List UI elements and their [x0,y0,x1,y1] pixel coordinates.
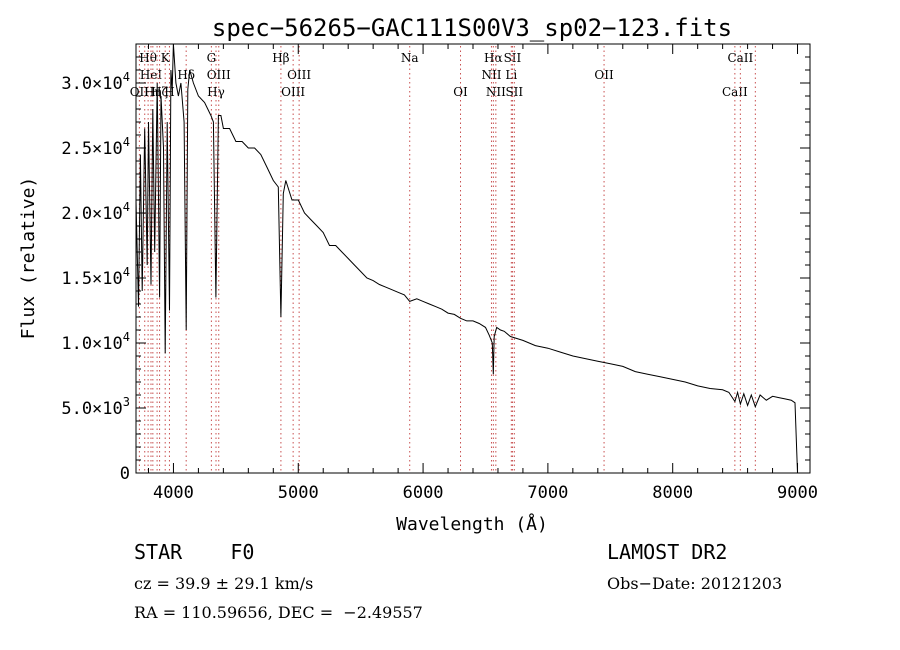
survey-label: LAMOST DR2 [607,540,728,564]
spectral-line-label: NII [486,85,506,99]
spectral-line-label: NII [481,68,501,82]
y-axis: 0 5.0×103 1.0×104 1.5×104 2.0×104 2.5×104 3.0×… [61,56,810,484]
y-tick-label: 1.0×104 [61,330,130,354]
x-tick-label: 6000 [403,483,444,503]
x-tick-label: 5000 [278,483,319,503]
plot-frame [135,43,811,474]
spectral-line-label: Hβ [272,51,289,65]
spectral-line-label: Na [401,51,419,65]
spectral-line-label: CaII [727,51,753,65]
y-tick-label: 1.5×104 [61,265,130,289]
spectral-line-label: Hζ [151,85,168,99]
y-tick-label: 3.0×104 [61,70,130,94]
spectral-line-markers: OIIHθHeIHηHζKHHδGHγOIIIHβOIIIOIIINaOINII… [130,46,756,473]
spectral-line-label: K [161,51,171,65]
spectral-line-label: SII [505,85,523,99]
spectral-line-label: Li [505,68,517,82]
spectral-line-label: OIII [287,68,311,82]
spectral-line-label: OIII [207,68,231,82]
y-tick-label: 2.0×104 [61,200,130,224]
x-axis: 4000 5000 6000 7000 8000 9000 [147,44,818,503]
chart-title: spec−56265−GAC111S00V3_sp02−123.fits [212,14,732,42]
y-tick-label: 0 [120,464,130,484]
spectral-line-label: CaII [722,85,748,99]
spectral-line-label: SII [504,51,522,65]
x-tick-label: 8000 [652,483,693,503]
spectral-line-label: Hγ [207,85,225,99]
spectral-line-label: OIII [281,85,305,99]
spectral-line-label: H [164,85,174,99]
y-tick-label: 5.0×103 [61,395,130,419]
spectral-line-label: Hα [484,51,503,65]
spectral-line-label: OI [453,85,468,99]
obs-date-label: Obs−Date: 20121203 [607,574,783,593]
spectral-line-label: Hθ [139,51,157,65]
class-label: STAR F0 [134,540,255,564]
x-tick-label: 4000 [153,483,194,503]
x-tick-label: 9000 [777,483,818,503]
spectrum-line [135,43,798,474]
x-axis-label: Wavelength (Å) [396,513,548,535]
y-axis-label: Flux (relative) [18,177,39,340]
spectral-line-label: G [207,51,217,65]
y-tick-label: 2.5×104 [61,135,130,159]
x-tick-label: 7000 [527,483,568,503]
spectral-line-label: OII [594,68,614,82]
redshift-label: cz = 39.9 ± 29.1 km/s [134,574,314,593]
spectral-line-label: HeI [140,68,163,82]
radec-label: RA = 110.59656, DEC = −2.49557 [134,603,423,622]
